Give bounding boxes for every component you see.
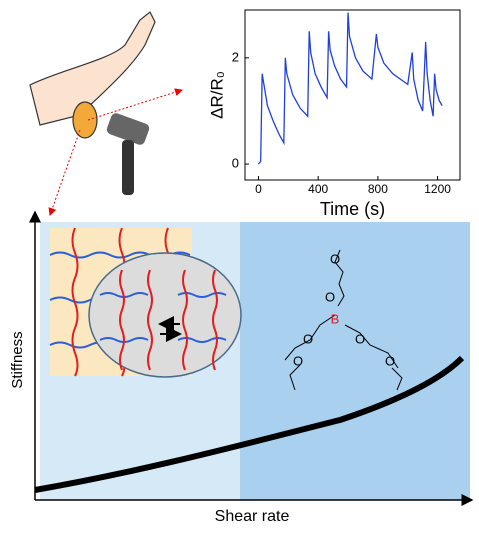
pointer-arrows [48,88,183,216]
oxygen-label: O [293,353,303,368]
plot-frame [244,9,461,181]
x-tick-label: 800 [368,182,388,196]
arm-illustration [29,11,156,139]
region-high [240,222,470,500]
x-tick-label: 0 [255,182,262,196]
x-tick-label: 1200 [424,182,451,196]
y-tick-label: 0 [232,156,239,171]
inset-chart: 0 400 800 1200 0 2 Time (s) ΔR/R₀ [207,9,461,219]
oxygen-label: O [330,251,340,266]
data-line [257,12,443,165]
zoom-ellipse [88,252,242,378]
borate-structure [284,249,403,391]
x-axis-label: Time (s) [320,199,385,219]
x-tick-label: 400 [308,182,328,196]
stiffness-curve [34,355,465,493]
oxygen-label: O [325,289,335,304]
oxygen-label: O [355,331,365,346]
oxygen-label: O [385,353,395,368]
x-axis-label: Shear rate [215,508,290,525]
boron-label: B [331,311,340,326]
y-axis-label: Stiffness [9,331,26,388]
oxygen-label: O [303,331,313,346]
hammer-illustration [106,113,150,195]
zoom-network [99,269,227,371]
y-axis-label: ΔR/R₀ [207,71,226,119]
y-tick-label: 2 [232,49,239,64]
